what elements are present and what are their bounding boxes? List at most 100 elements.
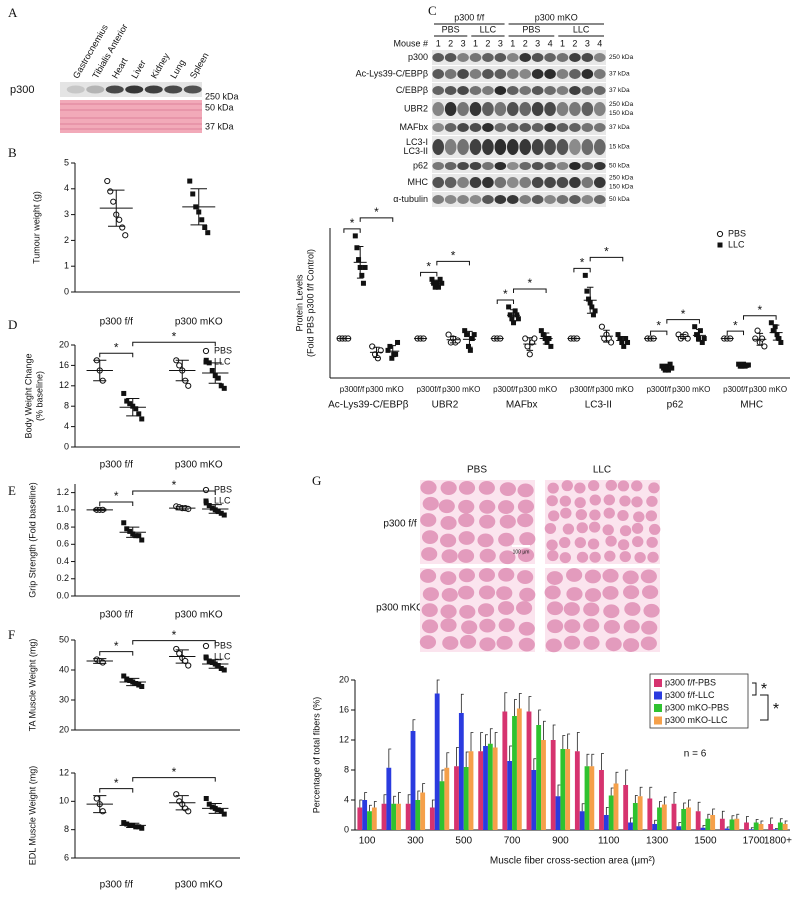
error-bar <box>383 794 387 804</box>
point <box>754 327 761 334</box>
blot-band <box>444 177 457 188</box>
column-label: PBS <box>467 465 487 476</box>
point <box>110 198 117 205</box>
point <box>139 537 145 543</box>
muscle-fiber <box>561 480 573 492</box>
error-bar <box>586 753 590 767</box>
significance-bracket <box>436 260 470 266</box>
blot-band <box>569 139 581 155</box>
blot-band <box>581 177 594 188</box>
x-subcategory-label: p300 mKO <box>519 385 557 394</box>
muscle-fiber <box>458 531 475 545</box>
muscle-fiber <box>479 618 496 633</box>
y-tick-label: 2 <box>64 235 69 245</box>
blot-band <box>494 195 507 204</box>
point <box>199 217 205 223</box>
error-bar <box>485 734 488 746</box>
bar <box>410 731 416 830</box>
point <box>695 336 701 342</box>
error-bar <box>755 819 759 823</box>
x-subcategory-label: p300 mKO <box>596 385 634 394</box>
bar <box>773 829 778 830</box>
significance-label: * <box>172 478 177 492</box>
bar <box>371 807 377 830</box>
bar <box>695 811 701 830</box>
y-tick-label: 30 <box>59 694 69 704</box>
lane-number: 2 <box>523 38 528 48</box>
point <box>119 224 126 231</box>
point <box>592 308 598 314</box>
point <box>185 505 192 513</box>
blot-band <box>183 85 202 94</box>
point <box>544 339 550 345</box>
bar <box>502 711 508 830</box>
bar <box>632 803 638 830</box>
error-bar <box>175 505 189 511</box>
point <box>582 272 588 278</box>
bar <box>492 747 498 830</box>
point <box>215 663 221 668</box>
point <box>202 486 210 494</box>
point <box>121 390 127 396</box>
blot-band <box>544 177 556 188</box>
blot-band <box>569 69 581 79</box>
muscle-fiber <box>583 602 600 617</box>
error-bar <box>760 820 764 824</box>
error-bar <box>639 786 643 797</box>
panel-label: F <box>8 627 15 642</box>
error-bar <box>649 786 653 799</box>
blot-band <box>593 139 606 155</box>
y-tick-label: 8 <box>64 401 69 411</box>
point <box>692 324 698 330</box>
muscle-fiber <box>631 496 643 508</box>
blot-band <box>469 102 482 116</box>
y-tick-label: 50 <box>59 634 69 644</box>
error-bar <box>175 359 189 382</box>
point <box>215 807 221 813</box>
muscle-fiber <box>479 499 496 514</box>
x-tick-label: 700 <box>504 836 521 847</box>
point <box>429 276 435 282</box>
point <box>356 257 362 263</box>
bar <box>734 818 740 830</box>
significance-label: * <box>172 765 177 779</box>
x-subcategory-label: p300f/f <box>723 385 748 394</box>
muscle-fiber <box>461 620 478 635</box>
muscle-fiber <box>641 620 658 635</box>
muscle-fiber <box>517 513 534 528</box>
y-tick-label: 12 <box>339 734 349 744</box>
muscle-fiber <box>564 619 581 634</box>
y-tick-label: 16 <box>59 360 69 370</box>
bar <box>512 716 517 830</box>
error-bar <box>663 364 671 371</box>
blot-band <box>432 139 445 155</box>
blot-band <box>482 69 494 79</box>
error-bar <box>619 336 627 345</box>
muscle-fiber <box>545 638 562 653</box>
x-tick-label: 1800+ <box>764 836 792 847</box>
point <box>395 339 401 345</box>
point <box>139 416 145 422</box>
bar <box>705 818 711 830</box>
significance-label: * <box>761 681 767 698</box>
x-subcategory-label: p300f/f <box>570 385 595 394</box>
muscle-fiber <box>458 585 475 600</box>
blot-band <box>86 85 105 94</box>
point <box>385 347 391 353</box>
blot-band <box>519 53 532 62</box>
ponceau <box>60 100 202 133</box>
point <box>586 296 592 302</box>
significance-label: * <box>580 256 585 270</box>
muscle-fiber <box>619 551 631 563</box>
error-bar <box>615 771 619 784</box>
error-bar <box>449 336 457 344</box>
bar <box>357 807 363 830</box>
point <box>185 382 192 389</box>
error-bar <box>679 334 687 340</box>
legend-label: PBS <box>214 640 232 650</box>
legend-swatch <box>654 704 662 712</box>
error-bar <box>356 246 364 279</box>
y-tick-label: 16 <box>339 704 349 714</box>
muscle-fiber <box>440 604 457 619</box>
blot-band <box>506 139 519 155</box>
